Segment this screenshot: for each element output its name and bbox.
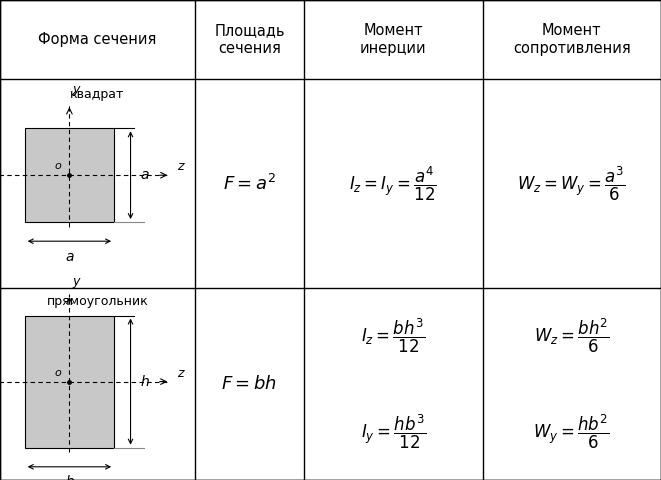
Text: a: a (65, 250, 73, 264)
Text: z: z (176, 367, 183, 380)
Bar (24, 316, 114, 447)
Text: b: b (65, 475, 74, 480)
Text: h: h (140, 374, 149, 389)
Text: a: a (140, 168, 149, 182)
Text: $W_z=\dfrac{bh^2}{6}$: $W_z=\dfrac{bh^2}{6}$ (534, 317, 609, 355)
Text: Форма сечения: Форма сечения (38, 32, 157, 47)
Text: $F = bh$: $F = bh$ (221, 375, 278, 393)
Text: y: y (73, 275, 80, 288)
Text: $F = a^2$: $F = a^2$ (223, 174, 276, 193)
Text: прямоугольник: прямоугольник (47, 295, 148, 308)
Text: z: z (176, 160, 183, 173)
Text: o: o (54, 368, 61, 378)
Text: y: y (73, 83, 80, 96)
Text: o: o (54, 161, 61, 171)
Text: $I_y=\dfrac{hb^3}{12}$: $I_y=\dfrac{hb^3}{12}$ (361, 413, 426, 451)
Text: квадрат: квадрат (70, 88, 125, 101)
Text: $W_y=\dfrac{hb^2}{6}$: $W_y=\dfrac{hb^2}{6}$ (533, 413, 610, 451)
Text: Площадь
сечения: Площадь сечения (214, 24, 285, 56)
Bar (24, 129, 114, 222)
Text: $W_z=W_y=\dfrac{a^3}{6}$: $W_z=W_y=\dfrac{a^3}{6}$ (518, 165, 626, 203)
Text: Момент
инерции: Момент инерции (360, 24, 426, 56)
Text: Момент
сопротивления: Момент сопротивления (513, 24, 631, 56)
Text: $I_z=\dfrac{bh^3}{12}$: $I_z=\dfrac{bh^3}{12}$ (361, 317, 426, 355)
Text: $I_z=I_y=\dfrac{a^4}{12}$: $I_z=I_y=\dfrac{a^4}{12}$ (350, 165, 437, 203)
